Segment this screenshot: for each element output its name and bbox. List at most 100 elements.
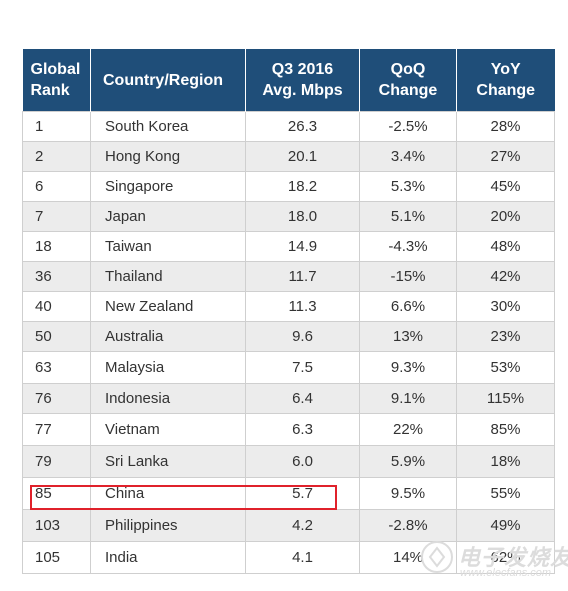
yoy-cell: 55%	[456, 477, 555, 510]
qoq-cell: 9.5%	[359, 477, 457, 510]
header-mbps-line2: Avg. Mbps	[262, 82, 343, 99]
yoy-cell: 23%	[456, 321, 555, 352]
header-rank-line2: Rank	[30, 82, 70, 99]
qoq-cell: 9.1%	[359, 383, 457, 414]
country-cell: Indonesia	[90, 383, 246, 414]
watermark-url: www.elecfans.com	[460, 567, 552, 579]
yoy-cell: 42%	[456, 261, 555, 292]
rank-cell: 76	[22, 383, 91, 414]
qoq-cell: 5.3%	[359, 171, 457, 202]
rank-cell: 103	[22, 509, 91, 542]
rank-cell: 2	[22, 141, 91, 172]
rank-cell: 50	[22, 321, 91, 352]
table-row: 2 Hong Kong 20.1 3.4% 27%	[22, 141, 555, 172]
header-qoq-change: QoQ Change	[359, 49, 457, 112]
mbps-cell: 4.1	[245, 541, 360, 574]
yoy-cell: 115%	[456, 383, 555, 414]
header-mbps-line1: Q3 2016	[271, 61, 334, 78]
mbps-cell: 11.3	[245, 291, 360, 322]
header-qoq-line2: Change	[378, 82, 438, 99]
table-row: 105 India 4.1 14% 62%	[22, 541, 555, 574]
country-cell: Australia	[90, 321, 246, 352]
rank-cell: 40	[22, 291, 91, 322]
mbps-cell: 14.9	[245, 231, 360, 262]
header-yoy-change: YoY Change	[456, 49, 555, 112]
country-cell: Taiwan	[90, 231, 246, 262]
country-cell: Thailand	[90, 261, 246, 292]
yoy-cell: 20%	[456, 201, 555, 232]
table-row: 18 Taiwan 14.9 -4.3% 48%	[22, 231, 555, 262]
rank-cell: 85	[22, 477, 91, 510]
mbps-cell: 6.0	[245, 445, 360, 478]
rank-cell: 18	[22, 231, 91, 262]
rank-cell: 6	[22, 171, 91, 202]
rank-cell: 36	[22, 261, 91, 292]
header-avg-mbps: Q3 2016 Avg. Mbps	[245, 49, 360, 112]
mbps-cell: 18.2	[245, 171, 360, 202]
country-cell: South Korea	[90, 111, 246, 142]
yoy-cell: 49%	[456, 509, 555, 542]
mbps-cell: 4.2	[245, 509, 360, 542]
qoq-cell: -4.3%	[359, 231, 457, 262]
table-row: 36 Thailand 11.7 -15% 42%	[22, 261, 555, 292]
table-row: 103 Philippines 4.2 -2.8% 49%	[22, 509, 555, 542]
country-cell: New Zealand	[90, 291, 246, 322]
header-country-region: Country/Region	[90, 49, 246, 112]
mbps-cell: 18.0	[245, 201, 360, 232]
table-body: 1 South Korea 26.3 -2.5% 28% 2 Hong Kong 20.1 3.…	[22, 111, 555, 574]
country-cell: India	[90, 541, 246, 574]
mbps-cell: 6.4	[245, 383, 360, 414]
table-row: 79 Sri Lanka 6.0 5.9% 18%	[22, 445, 555, 478]
table-row: 40 New Zealand 11.3 6.6% 30%	[22, 291, 555, 322]
rank-cell: 1	[22, 111, 91, 142]
country-cell: Vietnam	[90, 413, 246, 446]
qoq-cell: 6.6%	[359, 291, 457, 322]
table-row: 6 Singapore 18.2 5.3% 45%	[22, 171, 555, 202]
mbps-cell: 5.7	[245, 477, 360, 510]
table-row: 7 Japan 18.0 5.1% 20%	[22, 201, 555, 232]
yoy-cell: 18%	[456, 445, 555, 478]
table-row: 1 South Korea 26.3 -2.5% 28%	[22, 111, 555, 142]
country-cell: Malaysia	[90, 351, 246, 384]
rank-cell: 77	[22, 413, 91, 446]
country-cell: Philippines	[90, 509, 246, 542]
rank-cell: 105	[22, 541, 91, 574]
yoy-cell: 27%	[456, 141, 555, 172]
qoq-cell: 3.4%	[359, 141, 457, 172]
speed-table: Global Rank Country/Region Q3 2016 Avg. …	[22, 49, 555, 574]
table-row: 76 Indonesia 6.4 9.1% 115%	[22, 383, 555, 414]
mbps-cell: 9.6	[245, 321, 360, 352]
qoq-cell: -15%	[359, 261, 457, 292]
qoq-cell: 22%	[359, 413, 457, 446]
country-cell: Japan	[90, 201, 246, 232]
country-cell: Hong Kong	[90, 141, 246, 172]
rank-cell: 79	[22, 445, 91, 478]
mbps-cell: 20.1	[245, 141, 360, 172]
yoy-cell: 48%	[456, 231, 555, 262]
header-global-rank: Global Rank	[22, 49, 91, 112]
rank-cell: 63	[22, 351, 91, 384]
yoy-cell: 53%	[456, 351, 555, 384]
country-cell: Singapore	[90, 171, 246, 202]
watermark: 电子发烧友 www.elecfans.com	[420, 540, 568, 582]
yoy-cell: 30%	[456, 291, 555, 322]
mbps-cell: 26.3	[245, 111, 360, 142]
mbps-cell: 6.3	[245, 413, 360, 446]
header-yoy-line2: Change	[476, 82, 536, 99]
qoq-cell: 5.9%	[359, 445, 457, 478]
watermark-logo-icon	[421, 541, 453, 573]
qoq-cell: 9.3%	[359, 351, 457, 384]
country-cell: China	[90, 477, 246, 510]
table-header-row: Global Rank Country/Region Q3 2016 Avg. …	[22, 49, 555, 112]
table-row: 50 Australia 9.6 13% 23%	[22, 321, 555, 352]
table-row: 85 China 5.7 9.5% 55%	[22, 477, 555, 510]
qoq-cell: 13%	[359, 321, 457, 352]
yoy-cell: 45%	[456, 171, 555, 202]
table-row: 63 Malaysia 7.5 9.3% 53%	[22, 351, 555, 384]
qoq-cell: 5.1%	[359, 201, 457, 232]
yoy-cell: 28%	[456, 111, 555, 142]
mbps-cell: 7.5	[245, 351, 360, 384]
header-rank-line1: Global	[30, 61, 81, 78]
country-cell: Sri Lanka	[90, 445, 246, 478]
yoy-cell: 62%	[456, 541, 555, 574]
